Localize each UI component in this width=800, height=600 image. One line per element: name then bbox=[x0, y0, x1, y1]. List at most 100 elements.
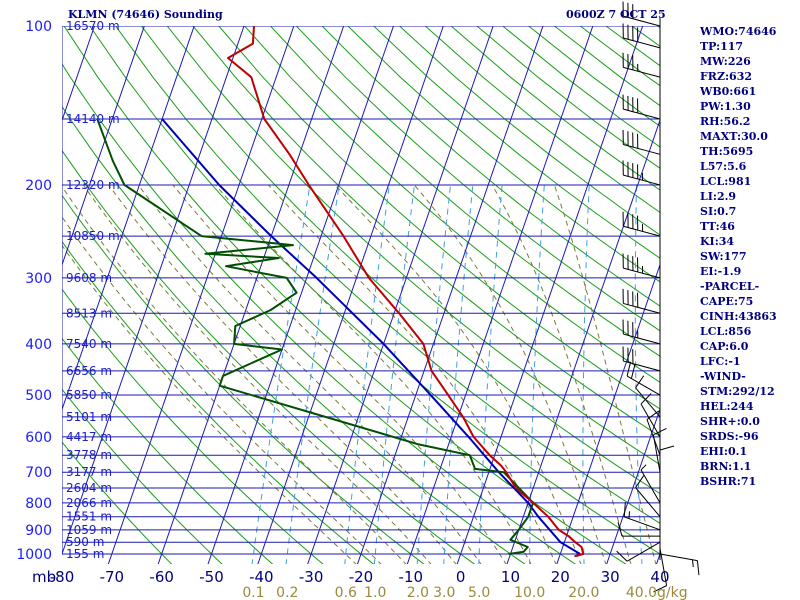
isotherm bbox=[62, 26, 96, 122]
isotherm bbox=[62, 26, 245, 556]
barb-flag bbox=[635, 375, 645, 389]
wind-barb bbox=[616, 541, 661, 562]
isotherm bbox=[456, 26, 644, 564]
barb-flag bbox=[626, 361, 632, 377]
barb-flag bbox=[623, 502, 626, 517]
isotherm bbox=[506, 118, 660, 564]
isotherm bbox=[556, 263, 660, 564]
dry-adiabat bbox=[62, 337, 274, 564]
dewpoint-trace bbox=[96, 118, 535, 555]
barb-staff bbox=[635, 487, 661, 518]
barb-flag bbox=[653, 427, 667, 436]
temperature-tick-label: 10 bbox=[501, 568, 520, 586]
barb-half-flag bbox=[640, 464, 647, 471]
index-item: CAPE:75 bbox=[700, 295, 754, 308]
index-item: PW:1.30 bbox=[700, 100, 751, 113]
index-item: HEL:244 bbox=[700, 400, 754, 413]
dry-adiabat bbox=[141, 26, 660, 495]
moist-adiabat bbox=[491, 184, 632, 564]
height-label: 155 m bbox=[66, 547, 104, 561]
wind-barb bbox=[659, 553, 700, 576]
wind-barb bbox=[622, 1, 661, 27]
barb-staff bbox=[623, 225, 661, 237]
wind-barbs bbox=[616, 1, 700, 593]
mixing-ratio-tick-label: 3.0 bbox=[433, 585, 455, 600]
height-label: 3177 m bbox=[66, 465, 112, 479]
mixing-ratio-line bbox=[285, 184, 340, 564]
wind-barb bbox=[640, 464, 661, 504]
temperature-tick-label: -70 bbox=[100, 568, 125, 586]
index-item: MAXT:30.0 bbox=[700, 130, 768, 143]
wind-barb bbox=[640, 393, 661, 438]
mixing-ratio-line bbox=[478, 184, 503, 564]
dry-adiabat bbox=[62, 194, 425, 564]
wind-barb bbox=[622, 23, 661, 49]
isotherm bbox=[257, 26, 444, 564]
dry-adiabat bbox=[270, 26, 660, 357]
dry-adiabat bbox=[62, 288, 324, 564]
height-label: 2604 m bbox=[66, 481, 112, 495]
height-label: 3778 m bbox=[66, 448, 112, 462]
height-label: 16570 m bbox=[66, 19, 120, 33]
wind-barb bbox=[622, 253, 661, 279]
index-item: CINH:43863 bbox=[700, 310, 777, 323]
index-item: FRZ:632 bbox=[700, 70, 753, 83]
barb-flag bbox=[617, 521, 623, 537]
barb-staff bbox=[635, 387, 661, 418]
dry-adiabat bbox=[115, 26, 660, 524]
dry-adiabat bbox=[63, 26, 627, 564]
mixing-ratio-line bbox=[251, 184, 311, 564]
temperature-tick-label: -60 bbox=[149, 568, 174, 586]
height-label: 10850 m bbox=[66, 229, 120, 243]
wind-barb bbox=[635, 375, 661, 418]
index-item: EHI:0.1 bbox=[700, 445, 748, 458]
height-label: 5101 m bbox=[66, 410, 112, 424]
valid-time: 0600Z 7 OCT 25 bbox=[566, 8, 666, 21]
temperature-tick-label: 0 bbox=[456, 568, 466, 586]
barb-staff bbox=[623, 108, 661, 120]
barb-flag bbox=[630, 364, 636, 379]
temperature-tick-label: -20 bbox=[349, 568, 374, 586]
wind-barb bbox=[622, 211, 661, 237]
wind-barb bbox=[617, 521, 660, 537]
isotherm bbox=[62, 26, 145, 267]
mixing-ratio-tick-label: 2.0 bbox=[407, 585, 429, 600]
wind-barb bbox=[653, 548, 668, 593]
pressure-label: 100 bbox=[25, 19, 52, 35]
index-item: SRDS:-96 bbox=[700, 430, 759, 443]
index-item: TH:5695 bbox=[700, 145, 754, 158]
mixing-ratio-tick-label: 0.6 bbox=[335, 585, 357, 600]
mixing-ratio-unit: g/kg bbox=[657, 585, 688, 600]
index-item: TP:117 bbox=[700, 40, 744, 53]
barb-staff bbox=[624, 516, 661, 531]
barb-staff bbox=[659, 548, 668, 586]
wind-barb bbox=[622, 129, 661, 155]
moist-adiabat bbox=[172, 184, 507, 564]
barb-flag bbox=[653, 585, 667, 593]
isotherm bbox=[0, 14, 49, 565]
dry-adiabat bbox=[192, 26, 660, 438]
barb-staff bbox=[623, 333, 661, 345]
wind-barb bbox=[622, 346, 661, 372]
barb-staff bbox=[626, 541, 661, 562]
dry-adiabat bbox=[62, 240, 375, 564]
barb-staff bbox=[623, 66, 661, 78]
pressure-label: 900 bbox=[25, 523, 52, 539]
pressure-label: 200 bbox=[25, 178, 52, 194]
height-label: 5850 m bbox=[66, 388, 112, 402]
isotherm bbox=[307, 26, 494, 564]
mixing-ratio-line bbox=[582, 184, 590, 564]
height-label: 9608 m bbox=[66, 271, 112, 285]
barb-half-flag bbox=[692, 559, 694, 568]
pressure-label: 800 bbox=[25, 496, 52, 512]
temperature-tick-label: -10 bbox=[399, 568, 424, 586]
barb-flag bbox=[659, 445, 675, 451]
index-item: SI:0.7 bbox=[700, 205, 737, 218]
index-item: SW:177 bbox=[700, 250, 747, 263]
barb-staff bbox=[623, 37, 661, 49]
wind-barb bbox=[622, 52, 661, 78]
isotherm bbox=[207, 26, 395, 564]
pressure-label: 600 bbox=[25, 430, 52, 446]
mixing-ratio-line bbox=[443, 184, 474, 564]
